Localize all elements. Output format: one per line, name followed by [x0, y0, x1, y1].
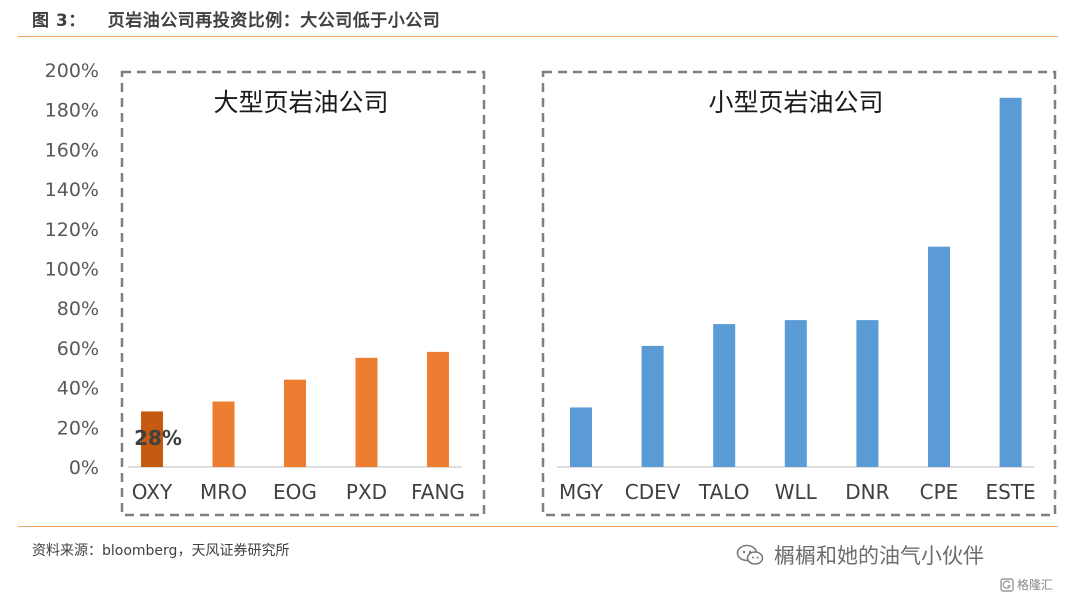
x-tick-label: EOG: [273, 480, 317, 504]
figure-title-text: 页岩油公司再投资比例：大公司低于小公司: [107, 11, 441, 31]
y-tick-label: 100%: [45, 259, 99, 281]
x-tick-label: PXD: [346, 480, 387, 504]
x-tick-label: MRO: [200, 480, 247, 504]
x-tick-label: CPE: [920, 480, 959, 504]
gelonghui-logo-icon: [1000, 577, 1014, 592]
y-tick-label: 120%: [45, 219, 99, 241]
watermark-text: 榍榍和她的油气小伙伴: [774, 544, 984, 568]
bar-cdev: [641, 345, 664, 467]
y-tick-label: 0%: [69, 457, 99, 479]
y-tick-label: 140%: [45, 179, 99, 201]
platform-text: 格隆汇: [1017, 578, 1054, 592]
bar-mgy: [570, 407, 592, 467]
group-title: 小型页岩油公司: [708, 88, 883, 117]
group-title: 大型页岩油公司: [213, 88, 388, 117]
bar-talo: [713, 324, 736, 467]
x-tick-label: TALO: [698, 480, 750, 504]
watermark: 榍榍和她的油气小伙伴: [736, 540, 984, 570]
source-note: 资料来源：bloomberg，天风证券研究所: [32, 543, 290, 559]
y-tick-label: 200%: [45, 60, 99, 82]
bar-wll: [784, 320, 807, 467]
bar-mro: [212, 401, 235, 467]
platform-badge: 格隆汇: [1000, 576, 1053, 593]
top-rule: [18, 36, 1058, 37]
x-tick-label: DNR: [845, 480, 889, 504]
bar-chart: 0% 20% 40% 60% 80% 100% 120% 140% 160% 180% 200% 大型…: [45, 60, 1057, 517]
data-label: 28%: [134, 426, 182, 450]
group-box-small: [541, 70, 1057, 517]
bar-oxy: [141, 411, 163, 467]
y-tick-label: 80%: [57, 298, 99, 320]
x-tick-label: MGY: [559, 480, 604, 504]
x-tick-label: FANG: [411, 480, 465, 504]
y-tick-label: 20%: [57, 417, 99, 439]
x-tick-label: WLL: [775, 480, 818, 504]
bar-eog: [284, 379, 306, 467]
x-tick-label: ESTE: [986, 480, 1036, 504]
bar-cpe: [928, 246, 950, 467]
wechat-icon: [736, 544, 764, 565]
y-tick-label: 160%: [45, 139, 99, 161]
bar-este: [999, 97, 1022, 467]
x-tick-label: OXY: [132, 480, 173, 504]
figure-title: 图 3： 页岩油公司再投资比例：大公司低于小公司: [32, 6, 440, 31]
figure-number: 图 3：: [32, 11, 86, 31]
y-tick-label: 40%: [57, 378, 99, 400]
bottom-rule: [18, 526, 1058, 527]
bar-pxd: [355, 357, 378, 467]
group-box-large: [120, 70, 486, 517]
bar-fang: [427, 351, 449, 467]
bar-dnr: [856, 320, 879, 467]
y-tick-label: 180%: [45, 100, 99, 122]
x-tick-label: CDEV: [625, 480, 681, 504]
y-tick-label: 60%: [57, 338, 99, 360]
